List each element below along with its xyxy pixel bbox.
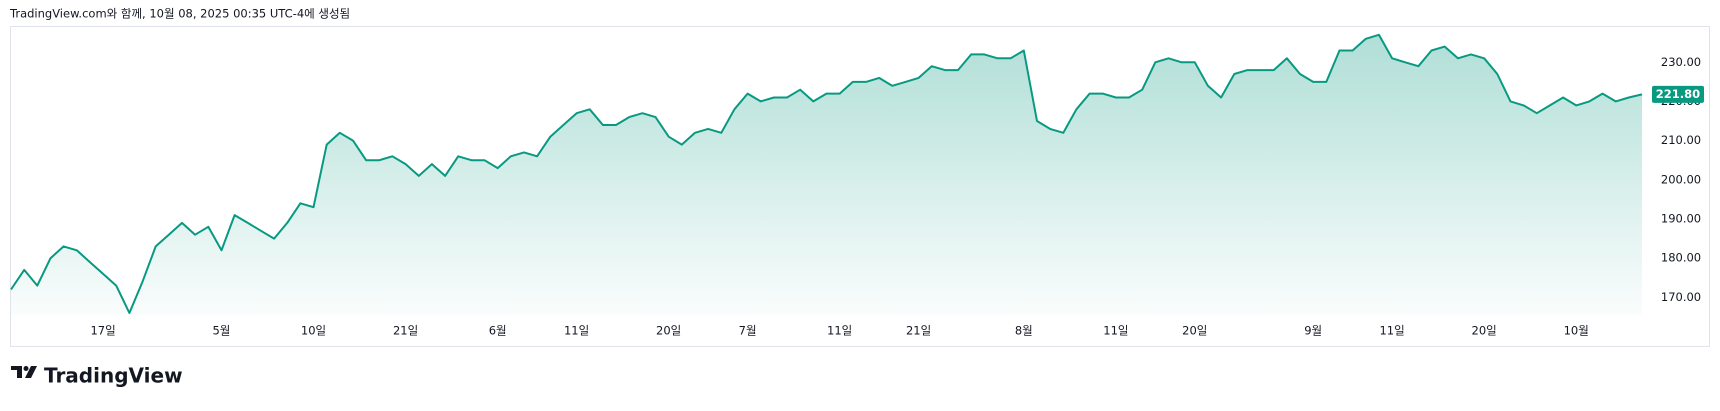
x-tick-label: 9월: [1304, 324, 1322, 338]
plot: 170.00180.00190.00200.00210.00220.00230.…: [10, 33, 1704, 338]
x-tick-label: 11일: [1103, 324, 1128, 338]
chart-frame: [10, 26, 1710, 347]
x-tick-label: 10월: [1564, 324, 1589, 338]
logo-icon: [11, 366, 37, 378]
y-tick-label: 230.00: [1661, 55, 1701, 69]
x-tick-label: 20일: [656, 324, 681, 338]
x-tick-label: 21일: [906, 324, 931, 338]
x-tick-label: 11일: [827, 324, 852, 338]
y-tick-label: 200.00: [1661, 172, 1701, 186]
x-tick-label: 11일: [564, 324, 589, 338]
x-tick-label: 21일: [393, 324, 418, 338]
y-tick-label: 210.00: [1661, 133, 1701, 147]
x-tick-label: 20일: [1472, 324, 1497, 338]
y-tick-label: 190.00: [1661, 212, 1701, 226]
price-line: [10, 33, 1643, 314]
y-tick-label: 170.00: [1661, 290, 1701, 304]
x-tick-label: 20일: [1182, 324, 1207, 338]
x-tick-label: 8월: [1015, 324, 1033, 338]
y-tick-label: 180.00: [1661, 251, 1701, 265]
x-tick-label: 5월: [212, 324, 230, 338]
logo-text: TradingView: [44, 364, 183, 388]
x-tick-label: 6월: [489, 324, 507, 338]
last-price-box: [1652, 85, 1704, 103]
x-tick-label: 11일: [1379, 324, 1404, 338]
x-tick-label: 7월: [739, 324, 757, 338]
caption: TradingView.com와 함께, 10월 08, 2025 00:35 …: [9, 7, 350, 21]
x-tick-label: 10일: [301, 324, 326, 338]
x-tick-label: 17일: [90, 324, 115, 338]
area-fill: [11, 34, 1642, 316]
last-price-label: 221.80: [1656, 87, 1700, 101]
